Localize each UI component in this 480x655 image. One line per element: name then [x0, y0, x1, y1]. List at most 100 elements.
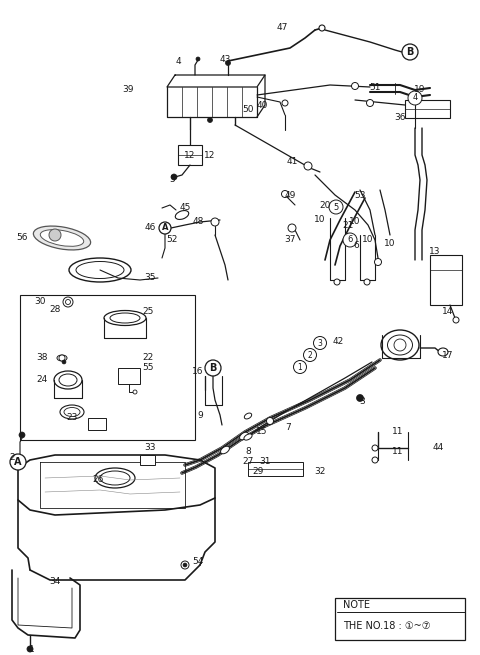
Text: 49: 49	[284, 191, 296, 200]
Circle shape	[49, 229, 61, 241]
Ellipse shape	[387, 335, 412, 355]
Text: 4: 4	[175, 58, 181, 67]
Circle shape	[65, 299, 71, 305]
Text: NOTE: NOTE	[343, 600, 370, 610]
Text: 37: 37	[284, 236, 296, 244]
Ellipse shape	[438, 348, 448, 356]
Text: 32: 32	[314, 468, 326, 476]
Text: 30: 30	[34, 297, 46, 307]
Circle shape	[266, 417, 274, 424]
Ellipse shape	[34, 226, 91, 250]
Ellipse shape	[60, 405, 84, 419]
Text: 45: 45	[180, 204, 191, 212]
Text: 56: 56	[16, 233, 28, 242]
Text: 9: 9	[197, 411, 203, 419]
Text: 55: 55	[142, 364, 154, 373]
Text: 2: 2	[9, 453, 15, 462]
Circle shape	[62, 360, 66, 364]
Bar	[430, 255, 462, 305]
Circle shape	[319, 25, 325, 31]
Ellipse shape	[54, 371, 82, 389]
Bar	[405, 100, 450, 118]
Bar	[118, 368, 140, 384]
Ellipse shape	[244, 434, 252, 440]
Circle shape	[281, 191, 288, 198]
Circle shape	[374, 259, 382, 265]
Text: 22: 22	[143, 354, 154, 362]
Circle shape	[453, 317, 459, 323]
Text: 24: 24	[36, 375, 48, 384]
Text: 50: 50	[242, 105, 254, 115]
Circle shape	[351, 83, 359, 90]
Bar	[88, 418, 106, 430]
Text: THE NO.18 : ①~⑦: THE NO.18 : ①~⑦	[343, 621, 431, 631]
Circle shape	[313, 337, 326, 350]
Ellipse shape	[240, 432, 249, 440]
Circle shape	[63, 297, 73, 307]
Text: 21: 21	[342, 221, 354, 229]
Bar	[248, 462, 303, 476]
Circle shape	[372, 457, 378, 463]
Text: 13: 13	[429, 248, 441, 257]
Text: 1: 1	[29, 645, 35, 654]
Text: B: B	[209, 363, 216, 373]
Text: 29: 29	[252, 468, 264, 476]
Circle shape	[304, 162, 312, 170]
Circle shape	[196, 57, 200, 61]
Circle shape	[364, 279, 370, 285]
Ellipse shape	[175, 210, 189, 219]
Ellipse shape	[394, 339, 406, 351]
Text: 6: 6	[353, 240, 359, 250]
Ellipse shape	[76, 261, 124, 278]
Circle shape	[205, 360, 221, 376]
Text: 14: 14	[442, 307, 454, 316]
Text: 36: 36	[394, 113, 406, 122]
Text: 10: 10	[362, 236, 374, 244]
Text: 10: 10	[314, 215, 326, 225]
Circle shape	[159, 222, 171, 234]
Text: 5: 5	[169, 176, 175, 185]
Text: A: A	[14, 457, 22, 467]
Ellipse shape	[100, 471, 130, 485]
Ellipse shape	[64, 407, 80, 417]
Ellipse shape	[381, 330, 419, 360]
Circle shape	[372, 445, 378, 451]
Circle shape	[329, 200, 343, 214]
Text: 8: 8	[245, 447, 251, 457]
Circle shape	[288, 224, 296, 232]
Bar	[140, 455, 155, 465]
Circle shape	[27, 646, 33, 652]
Text: 11: 11	[392, 428, 404, 436]
Bar	[178, 145, 202, 165]
Text: 25: 25	[142, 307, 154, 316]
Circle shape	[343, 233, 357, 247]
Text: 5: 5	[334, 202, 338, 212]
Text: 53: 53	[354, 191, 366, 200]
Circle shape	[226, 60, 230, 66]
Text: B: B	[406, 47, 414, 57]
Circle shape	[357, 394, 363, 402]
Text: 15: 15	[256, 428, 268, 436]
Text: 51: 51	[369, 83, 381, 92]
Circle shape	[181, 561, 189, 569]
Circle shape	[303, 348, 316, 362]
Text: 10: 10	[349, 217, 361, 227]
Text: 4: 4	[412, 94, 418, 102]
Text: 19: 19	[414, 86, 426, 94]
Text: 41: 41	[286, 157, 298, 166]
Text: 16: 16	[192, 367, 204, 377]
Circle shape	[293, 360, 307, 373]
Text: 28: 28	[49, 305, 60, 314]
Text: 7: 7	[285, 424, 291, 432]
Circle shape	[334, 279, 340, 285]
Text: 40: 40	[256, 100, 268, 109]
Circle shape	[211, 218, 219, 226]
Ellipse shape	[57, 355, 67, 361]
Circle shape	[207, 117, 213, 122]
Text: 6: 6	[348, 236, 353, 244]
Circle shape	[282, 100, 288, 106]
Text: 48: 48	[192, 217, 204, 227]
Text: 10: 10	[384, 238, 396, 248]
Ellipse shape	[69, 258, 131, 282]
Text: 43: 43	[219, 56, 231, 64]
